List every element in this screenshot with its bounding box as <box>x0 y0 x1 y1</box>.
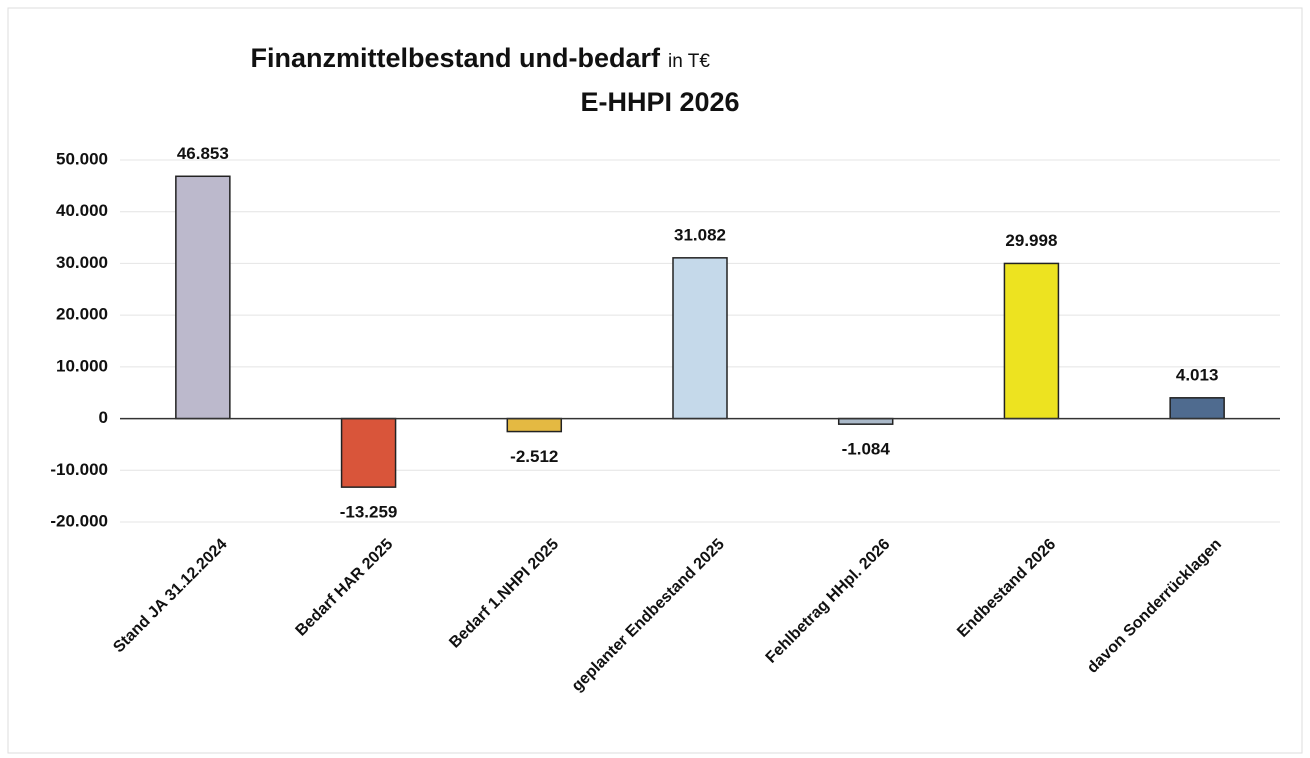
y-tick-label: 10.000 <box>56 356 108 375</box>
chart-subtitle: E-HHPI 2026 <box>580 87 739 117</box>
value-label: 4.013 <box>1176 365 1219 384</box>
bar <box>837 417 894 425</box>
bar <box>506 417 563 433</box>
y-tick-label: -20.000 <box>50 511 108 530</box>
chart-title: Finanzmittelbestand und-bedarf <box>250 43 661 73</box>
bar <box>340 417 397 488</box>
value-label: -2.512 <box>510 447 558 466</box>
y-tick-label: 40.000 <box>56 201 108 220</box>
value-label: 29.998 <box>1005 231 1057 250</box>
bar <box>1003 262 1060 420</box>
value-label: 31.082 <box>674 225 726 244</box>
y-tick-label: -10.000 <box>50 460 108 479</box>
y-tick-label: 30.000 <box>56 253 108 272</box>
y-tick-label: 0 <box>99 408 108 427</box>
bar <box>1169 397 1225 420</box>
value-label: 46.853 <box>177 144 229 163</box>
chart-title-unit: in T€ <box>668 51 710 72</box>
y-tick-label: 50.000 <box>56 149 108 168</box>
bar <box>175 175 231 420</box>
bar <box>672 257 728 420</box>
value-label: -1.084 <box>842 440 891 459</box>
y-tick-label: 20.000 <box>56 305 108 324</box>
value-label: -13.259 <box>340 503 398 522</box>
